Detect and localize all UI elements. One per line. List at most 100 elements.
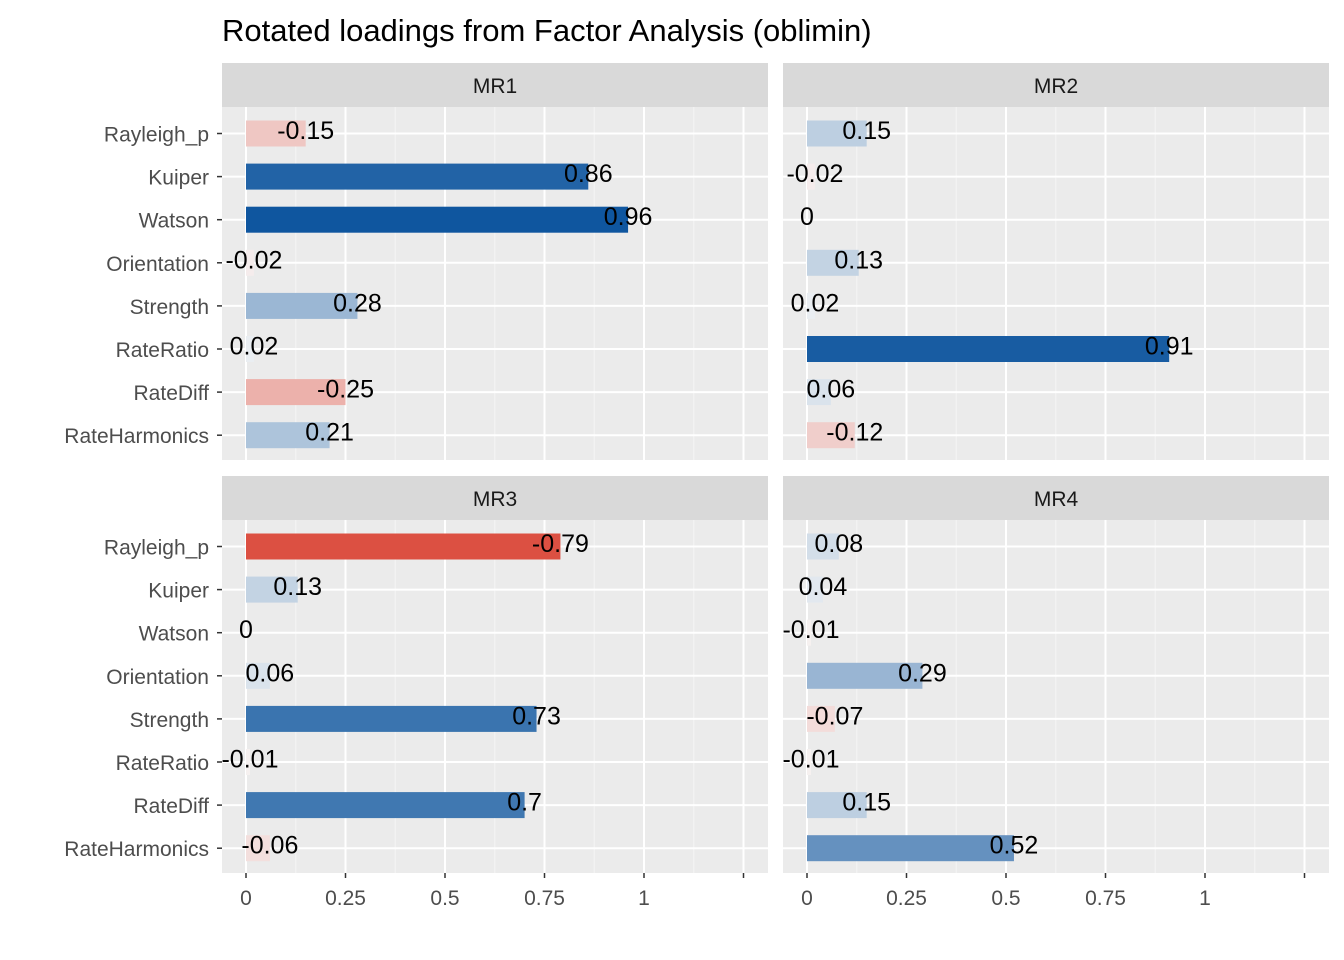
bar-orientation <box>807 249 859 276</box>
data-label: -0.01 <box>221 746 278 774</box>
facet-strip <box>783 63 1329 107</box>
facet-strip-label: MR2 <box>1034 75 1078 98</box>
bar-ratediff <box>246 792 525 819</box>
facet-mr3: MR3 -0.79 0.13 0 0.06 0.73 -0.01 0.7 -0.06 Raylei… <box>64 476 768 910</box>
bar-rateratio <box>807 336 1170 362</box>
y-tick-label: Orientation <box>106 253 209 276</box>
bar-rayleigh_p <box>246 533 561 560</box>
x-tick-label: 0.75 <box>1085 887 1126 910</box>
facet-mr2: MR2 0.15 -0.02 0 0.13 0.02 0.91 0.06 -0.12 <box>783 63 1329 460</box>
bar-strength <box>246 292 358 319</box>
data-label: -0.25 <box>317 376 374 404</box>
y-tick-label: Watson <box>139 623 209 646</box>
bar-rateratio <box>807 749 811 775</box>
y-tick-label: Kuiper <box>148 167 209 190</box>
facet-strip <box>222 476 768 520</box>
bar-orientation <box>807 662 923 689</box>
x-tick-label: 0 <box>801 887 813 910</box>
data-label: -0.15 <box>277 117 334 145</box>
data-label: 0.08 <box>815 530 864 558</box>
bar-watson <box>807 619 811 646</box>
x-tick-label: 0.25 <box>886 887 927 910</box>
y-tick-label: RateDiff <box>134 382 210 405</box>
x-tick-label: 0 <box>240 887 252 910</box>
x-tick-label: 0.5 <box>991 887 1020 910</box>
bar-rateharmonics <box>246 422 330 449</box>
bar-ratediff <box>807 792 867 819</box>
data-label: -0.01 <box>782 616 839 644</box>
data-label: 0.96 <box>604 203 653 231</box>
facet-strip-label: MR1 <box>473 75 517 98</box>
data-label: -0.07 <box>806 702 863 730</box>
bar-kuiper <box>246 163 589 190</box>
bar-strength <box>807 705 835 732</box>
facet-strip <box>222 63 768 107</box>
data-label: 0.7 <box>507 789 542 817</box>
y-tick-label: RateHarmonics <box>64 425 209 448</box>
facet-mr1: MR1 -0.15 0.86 0.96 -0.02 0.28 0.02 -0.25 0.21 Ra… <box>64 63 768 460</box>
data-label: 0.91 <box>1145 333 1194 361</box>
x-tick-label: 0.25 <box>325 887 366 910</box>
x-tick-label: 0.75 <box>524 887 565 910</box>
x-tick-label: 1 <box>638 887 650 910</box>
y-tick-label: RateHarmonics <box>64 838 209 861</box>
y-tick-label: RateRatio <box>116 339 209 362</box>
data-label: 0.02 <box>230 333 279 361</box>
data-label: 0.28 <box>333 289 382 317</box>
y-tick-label: RateRatio <box>116 752 209 775</box>
data-label: 0.04 <box>799 573 848 601</box>
data-label: -0.02 <box>786 160 843 188</box>
data-label: -0.06 <box>241 832 298 860</box>
data-label: 0.13 <box>273 573 322 601</box>
y-tick-label: RateDiff <box>134 795 210 818</box>
data-label: -0.12 <box>826 419 883 447</box>
bar-ratediff <box>807 379 831 406</box>
facet-strip <box>783 476 1329 520</box>
data-label: 0.06 <box>807 376 856 404</box>
y-tick-label: Orientation <box>106 666 209 689</box>
bar-watson <box>246 206 629 233</box>
bar-rateharmonics <box>246 835 270 862</box>
y-tick-label: Kuiper <box>148 580 209 603</box>
data-label: 0 <box>800 203 814 231</box>
bar-strength <box>807 292 815 319</box>
x-tick-label: 0.5 <box>430 887 459 910</box>
y-tick-label: Strength <box>130 296 209 319</box>
data-label: 0.73 <box>512 702 561 730</box>
bar-rateharmonics <box>807 835 1014 862</box>
bar-ratediff <box>246 379 346 406</box>
x-tick-label: 1 <box>1199 887 1211 910</box>
data-label: 0.21 <box>305 419 354 447</box>
data-label: 0.52 <box>990 832 1039 860</box>
data-label: 0.15 <box>842 117 891 145</box>
bar-orientation <box>246 249 254 276</box>
chart-title: Rotated loadings from Factor Analysis (o… <box>222 13 872 48</box>
data-label: 0.06 <box>246 659 295 687</box>
data-label: 0.29 <box>898 659 947 687</box>
facet-strip-label: MR4 <box>1034 488 1079 511</box>
y-tick-label: Watson <box>139 210 209 233</box>
bar-rateratio <box>246 749 250 775</box>
data-label: 0.86 <box>564 160 613 188</box>
facet-strip-label: MR3 <box>473 488 517 511</box>
data-label: 0.02 <box>791 289 840 317</box>
bar-orientation <box>246 662 270 689</box>
bar-rayleigh_p <box>246 120 306 147</box>
bar-rayleigh_p <box>807 120 867 147</box>
bar-strength <box>246 705 537 732</box>
data-label: 0.15 <box>842 789 891 817</box>
bar-rayleigh_p <box>807 533 839 560</box>
data-label: -0.79 <box>532 530 589 558</box>
y-tick-label: Strength <box>130 709 209 732</box>
data-label: 0 <box>239 616 253 644</box>
data-label: -0.01 <box>782 746 839 774</box>
bar-rateratio <box>246 336 254 362</box>
data-label: -0.02 <box>225 246 282 274</box>
y-tick-label: Rayleigh_p <box>104 124 209 147</box>
bar-kuiper <box>807 576 823 603</box>
bar-kuiper <box>807 163 815 190</box>
bar-rateharmonics <box>807 422 855 449</box>
bar-kuiper <box>246 576 298 603</box>
